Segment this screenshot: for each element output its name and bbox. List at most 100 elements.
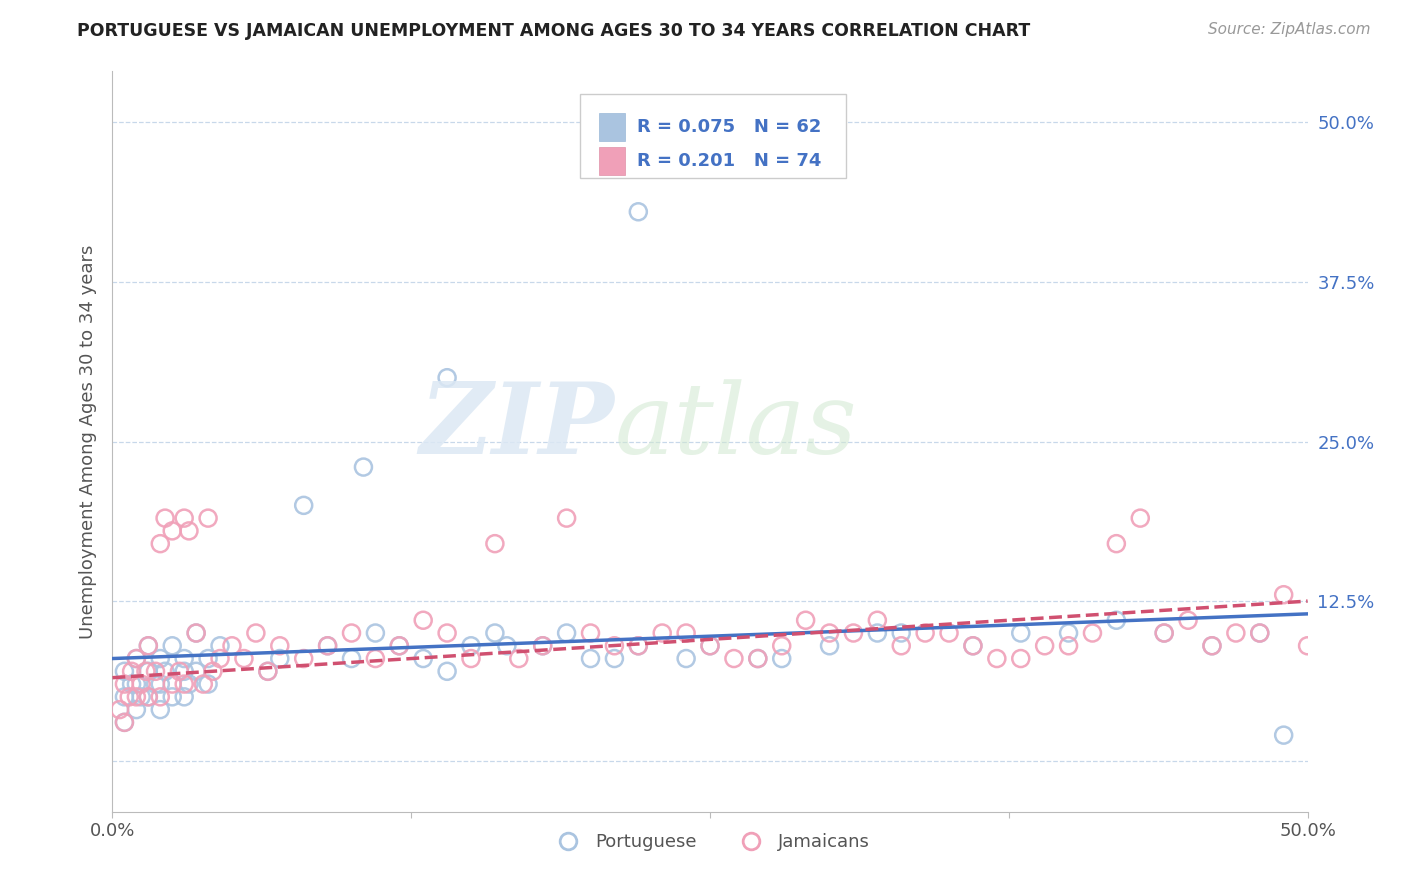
Legend: Portuguese, Jamaicans: Portuguese, Jamaicans (543, 826, 877, 858)
Point (149, 703, 172, 717)
Point (651, 626, 673, 640)
Point (173, 690, 195, 704)
Point (1272, 728, 1295, 742)
Point (197, 511, 219, 525)
Point (257, 665, 280, 679)
Point (121, 665, 143, 679)
FancyBboxPatch shape (579, 95, 846, 178)
Point (138, 639, 160, 653)
Point (108, 703, 131, 717)
Text: R = 0.075   N = 62: R = 0.075 N = 62 (637, 118, 821, 136)
Point (145, 677, 167, 691)
Point (245, 626, 267, 640)
Point (173, 651, 195, 665)
Point (388, 639, 411, 653)
Point (169, 665, 191, 679)
Point (209, 639, 232, 653)
Point (1272, 588, 1295, 602)
Point (555, 511, 578, 525)
Point (508, 651, 530, 665)
Point (233, 651, 256, 665)
Point (531, 639, 554, 653)
Point (118, 690, 141, 704)
Point (1201, 639, 1223, 653)
Point (699, 639, 721, 653)
Point (412, 613, 434, 627)
Point (675, 651, 697, 665)
Point (699, 639, 721, 653)
Point (484, 626, 506, 640)
Point (162, 639, 183, 653)
Point (138, 690, 160, 704)
Point (125, 703, 148, 717)
Point (145, 665, 167, 679)
Point (747, 651, 769, 665)
Point (138, 690, 160, 704)
Point (177, 677, 200, 691)
Point (962, 639, 984, 653)
Point (1010, 651, 1032, 665)
Point (153, 665, 176, 679)
Point (197, 677, 219, 691)
Point (173, 511, 195, 525)
Point (770, 639, 793, 653)
Text: PORTUGUESE VS JAMAICAN UNEMPLOYMENT AMONG AGES 30 TO 34 YEARS CORRELATION CHART: PORTUGUESE VS JAMAICAN UNEMPLOYMENT AMON… (77, 22, 1031, 40)
Point (149, 690, 172, 704)
Point (579, 651, 602, 665)
Point (149, 536, 172, 550)
Point (675, 626, 697, 640)
Point (292, 651, 315, 665)
Point (340, 651, 363, 665)
Point (149, 677, 172, 691)
Point (603, 639, 626, 653)
Point (531, 639, 554, 653)
Point (173, 677, 195, 691)
Point (986, 651, 1008, 665)
Text: atlas: atlas (614, 379, 858, 475)
Point (364, 651, 387, 665)
Point (1129, 511, 1152, 525)
FancyBboxPatch shape (599, 112, 626, 141)
Point (412, 651, 434, 665)
Point (723, 651, 745, 665)
Point (197, 651, 219, 665)
Point (114, 665, 135, 679)
Point (914, 626, 936, 640)
Point (292, 499, 315, 513)
Point (125, 677, 148, 691)
Point (121, 677, 143, 691)
Text: ZIP: ZIP (419, 378, 614, 475)
Point (125, 651, 148, 665)
Point (1057, 626, 1080, 640)
Point (436, 370, 458, 384)
Point (1201, 639, 1223, 653)
Point (818, 626, 841, 640)
Point (866, 626, 889, 640)
Point (818, 639, 841, 653)
Point (177, 524, 200, 538)
Point (138, 665, 160, 679)
Point (114, 690, 135, 704)
Point (125, 651, 148, 665)
Point (114, 677, 135, 691)
Point (890, 626, 912, 640)
Point (1081, 626, 1104, 640)
Point (1057, 639, 1080, 653)
Point (114, 715, 135, 730)
Point (770, 651, 793, 665)
Text: Source: ZipAtlas.com: Source: ZipAtlas.com (1208, 22, 1371, 37)
Point (162, 524, 183, 538)
Point (484, 536, 506, 550)
Point (1177, 613, 1199, 627)
Point (316, 639, 339, 653)
Point (627, 639, 650, 653)
Point (1105, 536, 1128, 550)
Point (153, 511, 176, 525)
Point (125, 690, 148, 704)
Point (193, 677, 215, 691)
Point (269, 639, 291, 653)
Point (842, 626, 865, 640)
Point (603, 651, 626, 665)
Point (1296, 639, 1319, 653)
Point (1249, 626, 1271, 640)
